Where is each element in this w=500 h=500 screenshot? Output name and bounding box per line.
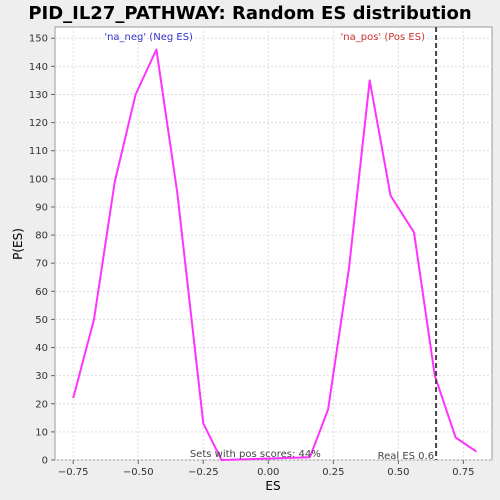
x-tick-label: −0.25 [188, 467, 219, 478]
x-tick-label: −0.75 [58, 467, 89, 478]
x-tick-label: 0.00 [257, 467, 279, 478]
x-axis: −0.75 −0.50 −0.25 0.00 0.25 0.50 0.75 [58, 460, 475, 478]
pos-scores-annotation: Sets with pos scores: 44% [190, 449, 321, 460]
y-tick-label: 150 [29, 34, 48, 45]
series-layer [72, 48, 477, 461]
y-tick-label: 70 [35, 259, 48, 270]
y-axis: 0 10 20 30 40 50 60 70 80 90 100 110 120 130 140 150 [29, 34, 55, 467]
y-tick-label: 60 [35, 287, 48, 298]
grid-lines [55, 27, 492, 461]
y-tick-label: 30 [35, 371, 48, 382]
y-tick-label: 130 [29, 90, 48, 101]
y-tick-label: 120 [29, 118, 48, 129]
y-tick-label: 80 [35, 231, 48, 242]
x-tick-label: 0.25 [322, 467, 344, 478]
es-distribution-line [72, 48, 477, 461]
x-axis-label: ES [265, 479, 280, 493]
y-tick-label: 40 [35, 343, 48, 354]
y-tick-label: 110 [29, 146, 48, 157]
y-tick-label: 0 [42, 456, 48, 467]
chart-title: PID_IL27_PATHWAY: Random ES distribution [28, 3, 471, 24]
real-es-label: Real ES 0.6 [378, 451, 434, 462]
x-tick-label: 0.50 [387, 467, 409, 478]
y-tick-label: 90 [35, 202, 48, 213]
neg-es-label: 'na_neg' (Neg ES) [104, 32, 193, 43]
x-tick-label: 0.75 [452, 467, 474, 478]
y-axis-label: P(ES) [11, 228, 25, 260]
y-tick-label: 140 [29, 62, 48, 73]
y-tick-label: 100 [29, 174, 48, 185]
plot-area [54, 26, 493, 461]
y-tick-label: 50 [35, 315, 48, 326]
y-tick-label: 10 [35, 427, 48, 438]
y-tick-label: 20 [35, 399, 48, 410]
pos-es-label: 'na_pos' (Pos ES) [341, 32, 426, 43]
x-tick-label: −0.50 [123, 467, 154, 478]
